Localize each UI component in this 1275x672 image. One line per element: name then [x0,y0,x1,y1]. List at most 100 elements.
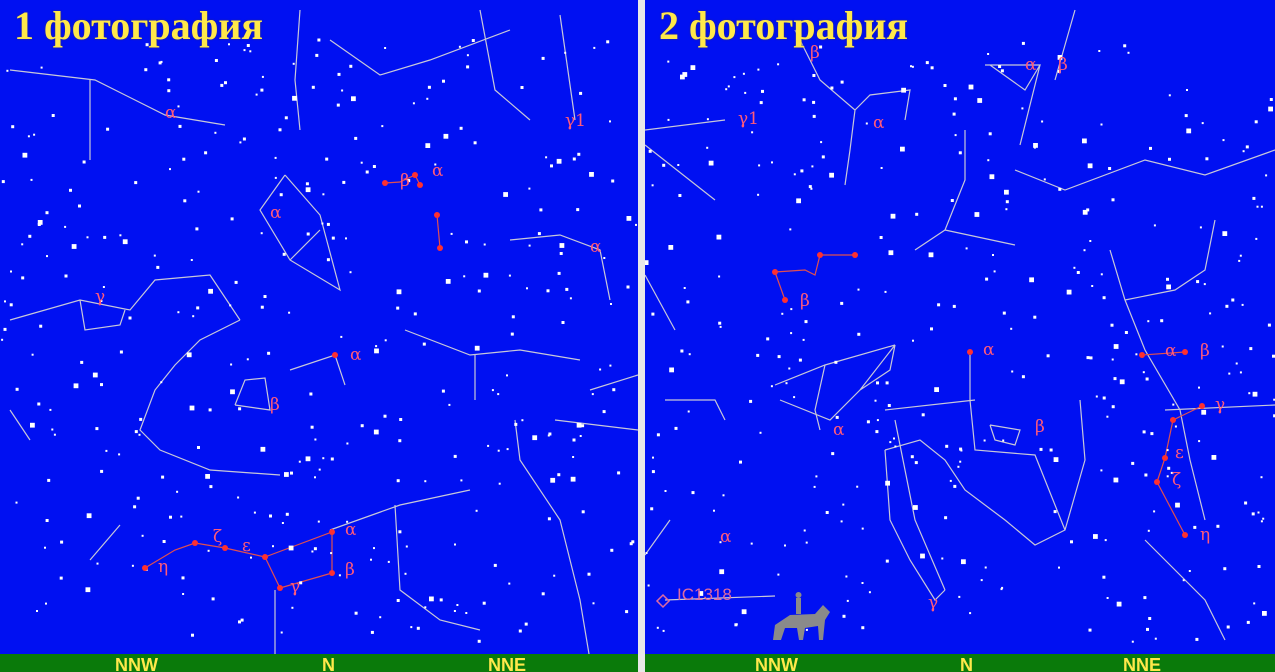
star [9,303,13,307]
star [1186,128,1192,134]
star [267,351,271,355]
star [1260,476,1263,479]
star [888,250,894,256]
star [311,550,314,553]
star [718,321,722,325]
star [260,305,264,309]
star [811,165,814,168]
star [214,131,217,134]
star [260,88,264,92]
star [1186,89,1188,91]
star [190,259,193,261]
highlighted-star [1182,349,1188,355]
star [1257,565,1261,568]
star [846,599,849,602]
label-gamma: γ [1215,395,1225,415]
star [524,622,528,626]
star [718,275,721,278]
star [1100,273,1103,276]
star [282,252,286,256]
sky-map-1: α α β α α γ1 γ α β α β γ ε ζ η [1,9,638,661]
star [53,433,56,436]
highlighted-star [817,252,823,258]
star [611,179,615,183]
compass-nnw-1: NNW [115,655,158,672]
star [330,457,334,461]
label-alpha: α [432,161,444,181]
star [958,151,962,155]
highlighted-star [772,269,778,275]
star [876,419,879,422]
star [698,591,704,596]
star [550,164,553,168]
star [725,88,728,91]
ground-horizon-1 [0,654,638,672]
star [1257,511,1260,514]
star [284,116,288,120]
star [893,437,895,440]
star [662,163,666,167]
star [195,227,199,231]
star [354,136,358,140]
star [985,277,989,281]
star [652,456,654,459]
star [162,540,166,543]
star [667,60,670,63]
star [372,165,376,168]
star [176,490,179,493]
stars-2 [645,41,1275,643]
star [288,545,294,551]
star [1070,540,1073,544]
highlighted-star [277,585,283,591]
star [744,91,747,94]
star [1205,157,1209,161]
star [1248,392,1251,395]
star [1102,575,1106,579]
star [770,385,773,388]
object-label-ic1318: IC1318 [677,585,732,604]
label-gamma1: γ1 [738,109,759,129]
star [183,199,187,203]
star [86,236,89,239]
star [887,404,891,407]
star [1093,534,1098,539]
star [177,105,180,108]
star [167,89,171,93]
star [102,286,105,288]
panel-2-title: 2 фотография [659,3,909,48]
star [387,560,390,563]
compass-nne-2: NNE [1123,655,1162,672]
star [134,181,138,185]
star [1211,455,1217,460]
star [314,438,317,441]
star [459,126,463,130]
star [1113,344,1119,349]
star [565,287,569,291]
star [706,118,709,121]
star [805,628,808,631]
star [100,469,104,473]
star [458,45,461,48]
star [1223,567,1227,571]
star [263,295,267,298]
star [1124,331,1128,334]
star [238,620,241,624]
highlighted-star [852,252,858,258]
star [1254,120,1258,124]
star [911,65,914,68]
star [442,79,445,83]
highlighted-star [142,565,148,571]
star [106,127,110,131]
star [821,155,825,159]
star [1058,566,1060,569]
star [1143,596,1147,600]
star [234,280,238,284]
star [840,520,843,523]
star [246,358,249,361]
star [518,629,522,633]
label-epsilon: ε [1175,443,1184,463]
star [1209,312,1212,315]
star [1108,167,1112,170]
star [1029,277,1034,283]
star [1111,198,1115,202]
